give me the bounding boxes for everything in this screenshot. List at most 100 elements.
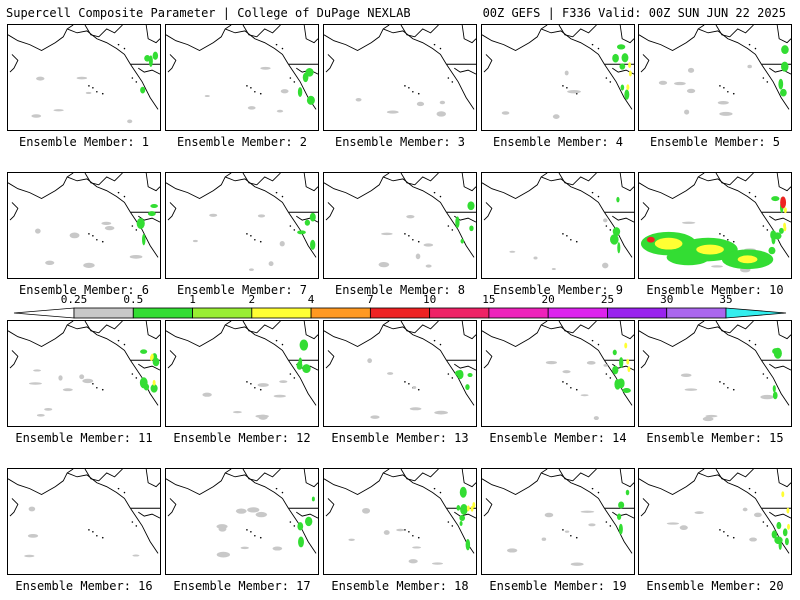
map-graphic <box>324 25 476 117</box>
run-valid-time: 00Z GEFS | F336 Valid: 00Z SUN JUN 22 20… <box>482 6 786 20</box>
colorbar-tick-label: 15 <box>482 293 496 306</box>
coastline <box>776 173 791 192</box>
scp-low-patch <box>69 232 80 239</box>
scp-low-patch <box>545 360 558 365</box>
scp-low-patch <box>76 76 88 80</box>
scp-green-patch <box>617 378 625 389</box>
color-legend: 0.25 0.5 1 2 4 7 10 15 20 25 30 35 <box>0 293 800 326</box>
coastline <box>698 28 762 65</box>
scp-low-patch <box>439 100 446 105</box>
scp-green-patch <box>311 496 315 502</box>
scp-green-patch <box>618 523 623 535</box>
island <box>275 43 278 46</box>
island <box>748 487 751 490</box>
scp-green-patch <box>455 216 460 229</box>
coastline <box>383 176 447 213</box>
scp-green-patch <box>297 230 306 235</box>
coastline <box>383 28 447 65</box>
coastline <box>558 173 597 186</box>
scp-low-patch <box>249 268 254 271</box>
coastline <box>225 472 289 509</box>
ensemble-member-label: Ensemble Member: 1 <box>18 135 150 149</box>
scp-red-patch <box>780 196 787 209</box>
scp-yellow-patch <box>737 255 758 264</box>
island <box>447 521 450 523</box>
island <box>754 343 757 346</box>
scp-green-patch <box>612 365 619 375</box>
coastline <box>84 321 123 334</box>
island <box>439 47 442 50</box>
coastline <box>383 472 447 509</box>
scp-green-patch <box>139 377 148 389</box>
scp-low-patch <box>260 66 271 70</box>
scp-yellow-patch <box>783 207 787 214</box>
coastline <box>242 25 281 38</box>
scp-green-patch <box>296 361 303 370</box>
scp-green-patch <box>299 339 309 351</box>
scp-yellow-patch <box>466 505 470 512</box>
scp-low-patch <box>381 232 393 236</box>
scp-green-patch <box>142 233 146 246</box>
island <box>447 373 450 375</box>
island <box>408 383 410 385</box>
island <box>575 388 578 391</box>
coastline <box>483 498 493 517</box>
island <box>92 383 94 385</box>
scp-low-patch <box>367 358 373 364</box>
island <box>293 525 296 527</box>
scp-green-patch <box>778 227 784 234</box>
scp-low-patch <box>509 250 516 253</box>
scp-yellow-patch <box>472 501 476 508</box>
scp-low-patch <box>760 394 774 400</box>
island <box>719 233 721 235</box>
scp-low-patch <box>593 416 599 421</box>
scp-low-patch <box>679 525 688 531</box>
colorbar-graphic <box>13 307 787 319</box>
island <box>439 195 442 198</box>
island <box>259 240 262 243</box>
island <box>259 92 262 95</box>
island <box>433 191 436 194</box>
scp-low-patch <box>408 559 418 564</box>
scp-green-patch <box>297 522 304 531</box>
island <box>135 229 138 231</box>
colorbar-high-arrow <box>725 307 787 319</box>
scp-green-patch <box>467 373 473 378</box>
scp-green-patch <box>310 239 316 250</box>
coastline <box>325 350 335 369</box>
island <box>575 240 578 243</box>
island <box>117 487 120 490</box>
island <box>766 229 769 231</box>
coastline <box>400 321 439 334</box>
island <box>135 377 138 379</box>
island <box>439 491 442 494</box>
scp-red-patch <box>646 236 655 243</box>
scp-low-patch <box>45 260 55 266</box>
scp-low-patch <box>36 76 45 81</box>
scp-low-patch <box>192 239 198 243</box>
island <box>96 238 98 241</box>
coastline <box>639 25 705 52</box>
island <box>412 238 414 241</box>
colorbar-tick-label: 20 <box>541 293 555 306</box>
scp-low-patch <box>552 114 560 119</box>
coastline <box>145 173 160 192</box>
coastline <box>639 469 705 496</box>
coastline <box>145 469 160 488</box>
scp-low-patch <box>684 109 690 115</box>
island <box>451 525 454 527</box>
island <box>597 47 600 50</box>
scp-green-patch <box>773 347 782 359</box>
island <box>433 43 436 46</box>
scp-low-patch <box>564 530 570 533</box>
ensemble-member-label: Ensemble Member: 4 <box>492 135 624 149</box>
island <box>727 534 729 537</box>
island <box>131 225 134 227</box>
scp-low-patch <box>204 95 210 98</box>
island <box>408 531 410 533</box>
coastline <box>145 25 160 44</box>
scp-low-patch <box>580 510 595 513</box>
coastline <box>769 215 791 223</box>
map-graphic <box>166 173 318 271</box>
ensemble-map-panel <box>638 320 792 427</box>
